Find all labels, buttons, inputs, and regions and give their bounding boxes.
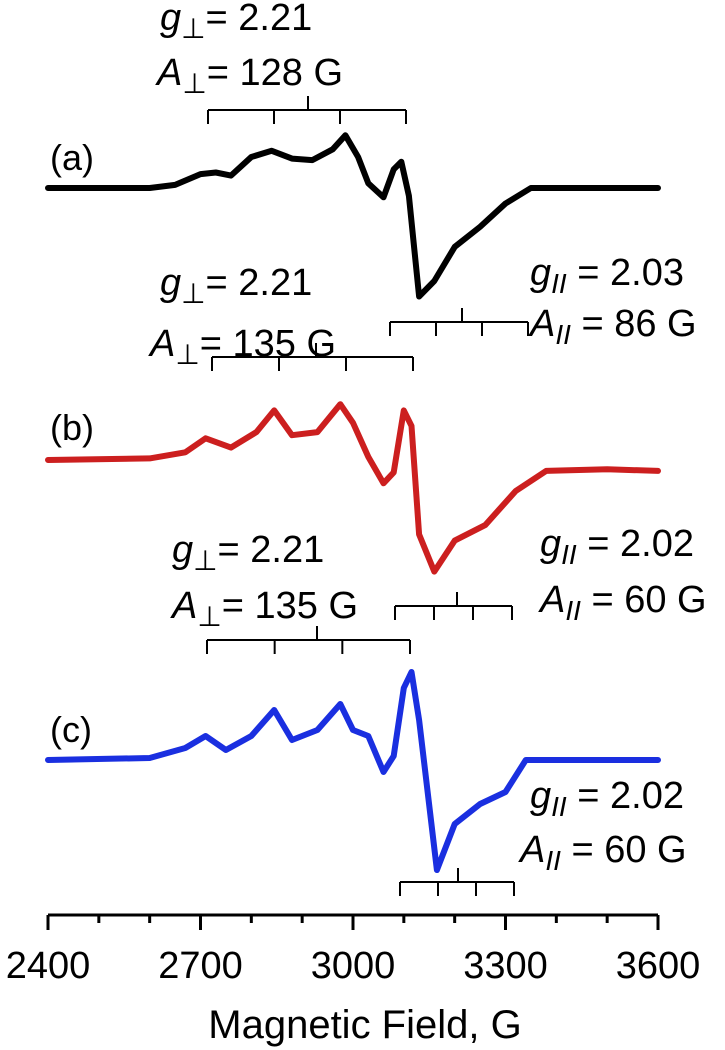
g-par-label-2: gII = 2.02: [540, 523, 694, 570]
x-axis: 2400 2700 3000 3300 3600: [6, 913, 701, 987]
perp-hyperfine-stick-3: [206, 626, 411, 654]
x-tick-label: 2400: [6, 945, 91, 987]
panel-label-1: (a): [50, 137, 94, 178]
spectrum-trace-1: [45, 132, 661, 300]
a-par-label-2: AII = 60 G: [538, 579, 707, 626]
perp-hyperfine-stick-2: [211, 343, 414, 371]
spectrum-trace-2: [45, 401, 661, 575]
g-par-label-3: gII = 2.02: [530, 775, 684, 822]
a-perp-label-1: A⊥= 128 G: [155, 52, 343, 99]
parallel-hyperfine-stick-1: [389, 308, 529, 336]
a-par-label-3: AII = 60 G: [518, 829, 687, 876]
a-perp-label-2: A⊥= 135 G: [148, 323, 336, 370]
x-tick-label: 3600: [616, 945, 701, 987]
g-perp-label-1: g⊥= 2.21: [160, 0, 312, 44]
x-tick-label: 3000: [311, 945, 396, 987]
parallel-hyperfine-stick-2: [394, 592, 513, 620]
perp-hyperfine-stick-1: [207, 96, 407, 124]
panel-labels: (a) (b) (c): [50, 137, 94, 750]
a-par-label-1: AII = 86 G: [528, 303, 697, 350]
g-perp-label-2: g⊥= 2.21: [160, 262, 312, 309]
panel-label-2: (b): [50, 407, 94, 448]
g-par-label-1: gII = 2.03: [530, 252, 684, 299]
hyperfine-stick-diagrams: [206, 96, 529, 896]
a-perp-label-3: A⊥= 135 G: [170, 585, 358, 632]
spectra-traces: [45, 132, 661, 873]
spectrum-trace-3: [45, 669, 661, 873]
g-perp-label-3: g⊥= 2.21: [172, 529, 324, 576]
parallel-hyperfine-stick-3: [399, 868, 515, 896]
x-tick-label: 3300: [463, 945, 548, 987]
x-axis-label: Magnetic Field, G: [208, 1003, 521, 1047]
panel-label-3: (c): [50, 709, 92, 750]
x-tick-label: 2700: [158, 945, 243, 987]
